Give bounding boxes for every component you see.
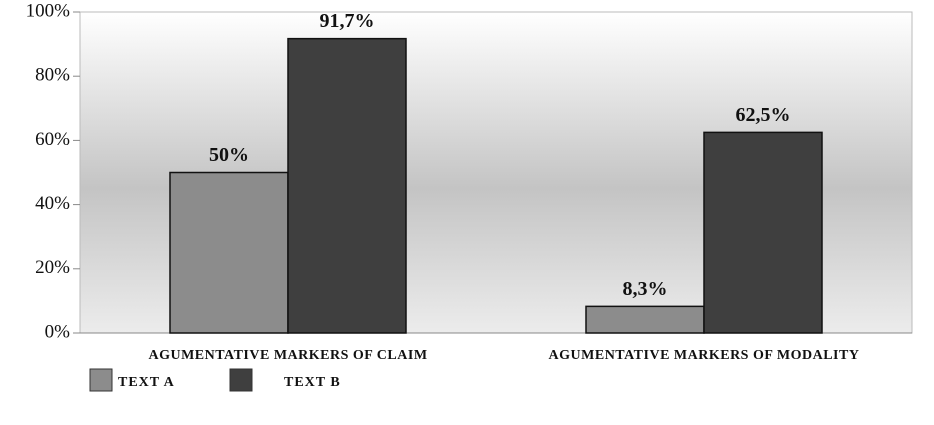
- legend-label: TEXT A: [118, 375, 175, 390]
- legend-swatch: [229, 368, 253, 392]
- bar: [287, 37, 407, 334]
- value-label: 50%: [209, 144, 249, 166]
- value-label: 91,7%: [320, 10, 375, 32]
- value-label: 62,5%: [736, 104, 791, 126]
- x-tick-label: AGUMENTATIVE MARKERS OF CLAIM: [148, 348, 427, 363]
- bar: [703, 131, 823, 334]
- y-tick-label: 20%: [35, 257, 70, 278]
- bar: [169, 171, 289, 334]
- legend-swatch: [89, 368, 113, 392]
- y-tick-label: 40%: [35, 193, 70, 214]
- x-tick-label: AGUMENTATIVE MARKERS OF MODALITY: [549, 348, 860, 363]
- legend-label: TEXT B: [284, 375, 341, 390]
- y-tick-label: 100%: [26, 0, 71, 21]
- y-tick-label: 80%: [35, 65, 70, 86]
- bar: [585, 305, 705, 334]
- y-tick-label: 0%: [45, 321, 71, 342]
- y-tick-label: 60%: [35, 129, 70, 150]
- value-label: 8,3%: [623, 278, 668, 300]
